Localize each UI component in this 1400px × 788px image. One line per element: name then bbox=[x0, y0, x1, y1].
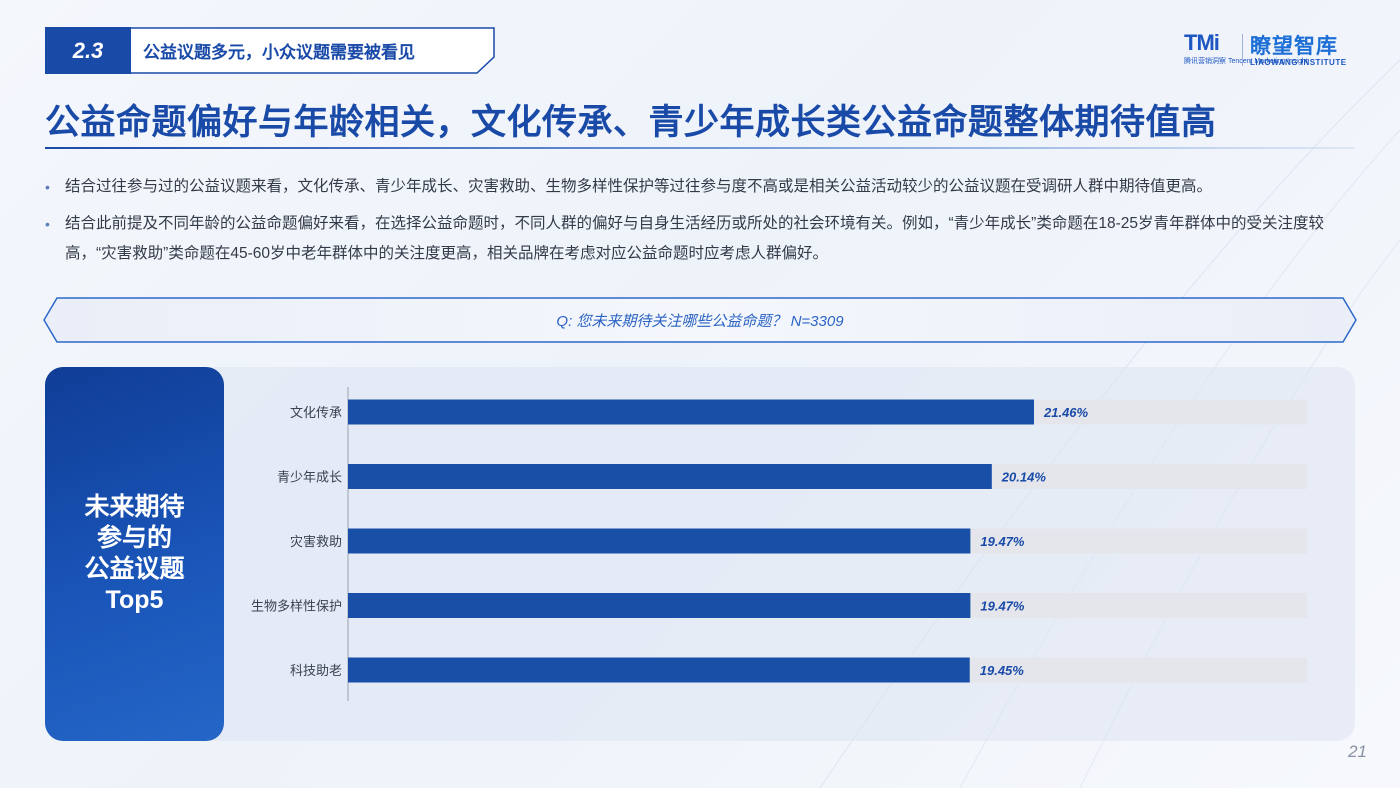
category-label: 青少年成长 bbox=[277, 470, 342, 485]
value-label: 19.45% bbox=[980, 663, 1025, 678]
liaowang-logo-name: 瞭望智库 bbox=[1250, 35, 1338, 58]
bullet-list: • 结合过往参与过的公益议题来看，文化传承、青少年成长、灾害救助、生物多样性保护… bbox=[45, 172, 1365, 276]
bar bbox=[348, 657, 970, 683]
bullet-dot-icon: • bbox=[45, 216, 50, 232]
tmi-logo-sub: 腾讯营销洞察 Tencent Marketing Insight bbox=[1184, 58, 1308, 65]
bullet-item: • 结合此前提及不同年龄的公益命题偏好来看，在选择公益命题时，不同人群的偏好与自… bbox=[45, 209, 1365, 269]
question-banner-frame bbox=[43, 297, 1357, 343]
bar bbox=[348, 593, 971, 618]
question-text: Q: 您未来期待关注哪些公益命题？ N=3309 bbox=[556, 312, 844, 330]
section-header-frame bbox=[45, 27, 495, 74]
value-label: 20.14% bbox=[1001, 470, 1047, 485]
title-underline bbox=[45, 147, 1355, 149]
tmi-logo-mark: TMi bbox=[1184, 30, 1220, 55]
category-label: 生物多样性保护 bbox=[251, 599, 342, 614]
page-title: 公益命题偏好与年龄相关，文化传承、青少年成长类公益命题整体期待值高 bbox=[45, 103, 1217, 142]
bullet-item: • 结合过往参与过的公益议题来看，文化传承、青少年成长、灾害救助、生物多样性保护… bbox=[45, 172, 1365, 202]
logo-divider bbox=[1242, 34, 1243, 66]
bar bbox=[348, 399, 1035, 425]
bullet-text: 结合此前提及不同年龄的公益命题偏好来看，在选择公益命题时，不同人群的偏好与自身生… bbox=[65, 215, 1324, 262]
section-title: 公益议题多元，小众议题需要被看见 bbox=[143, 43, 415, 62]
side-card-text: 未来期待 参与的 公益议题 Top5 bbox=[84, 493, 185, 614]
bar-chart: 文化传承 21.46% 青少年成长 20.14% 灾害救助 19.47% 生物多样性保护 19… bbox=[251, 387, 1307, 701]
category-label: 灾害救助 bbox=[290, 534, 342, 549]
section-number: 2.3 bbox=[72, 37, 104, 63]
bullet-dot-icon: • bbox=[45, 179, 50, 195]
page-number: 21 bbox=[1348, 742, 1367, 761]
value-label: 19.47% bbox=[980, 534, 1025, 549]
category-label: 科技助老 bbox=[290, 663, 342, 678]
side-card: 未来期待 参与的 公益议题 Top5 bbox=[45, 367, 224, 741]
bullet-text: 结合过往参与过的公益议题来看，文化传承、青少年成长、灾害救助、生物多样性保护等过… bbox=[65, 178, 1213, 195]
bar bbox=[348, 528, 971, 554]
brand-logo: TMi 腾讯营销洞察 Tencent Marketing Insight 瞭望智… bbox=[1184, 30, 1356, 72]
value-label: 21.46% bbox=[1043, 405, 1089, 420]
question-banner: Q: 您未来期待关注哪些公益命题？ N=3309 bbox=[43, 297, 1357, 343]
liaowang-logo-en: LIAOWANG INSTITUTE bbox=[1250, 58, 1347, 67]
category-label: 文化传承 bbox=[290, 405, 342, 420]
section-header: 2.3 公益议题多元，小众议题需要被看见 bbox=[45, 27, 495, 74]
bar bbox=[348, 464, 992, 489]
value-label: 19.47% bbox=[980, 599, 1025, 614]
